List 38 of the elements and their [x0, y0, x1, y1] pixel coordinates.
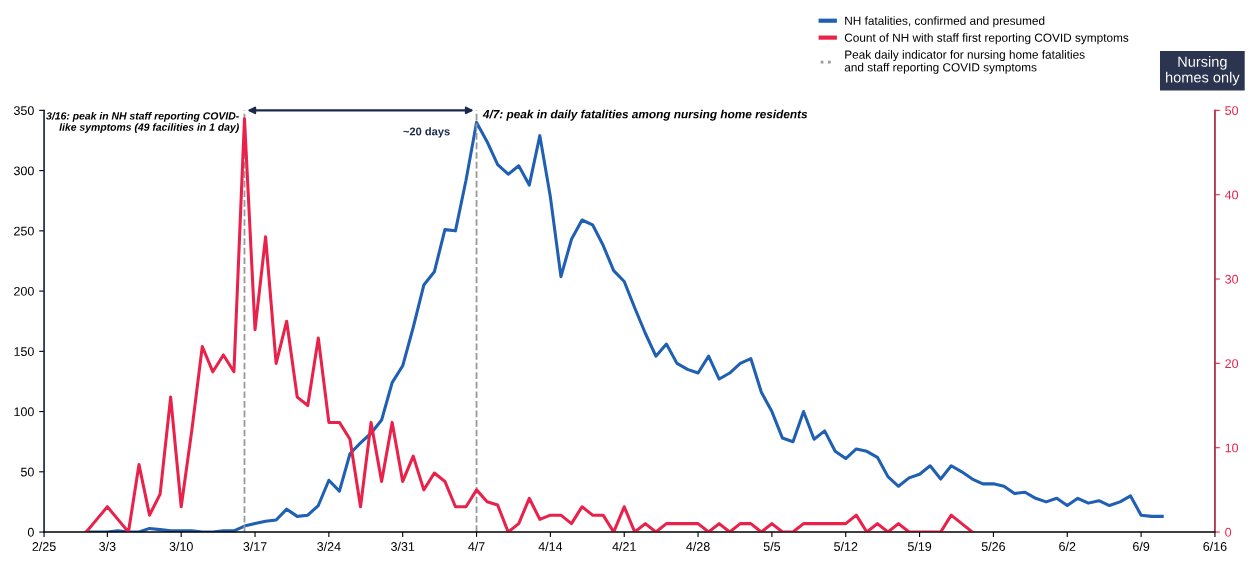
y-tick-label: 50: [20, 467, 34, 477]
annotation: 3/16: peak in NH staff reporting COVID- like symptoms (49 facilities in 1 day): [46, 111, 239, 133]
x-tick-label: 5/5: [763, 541, 781, 551]
legend-label: NH fatalities, confirmed and presumed: [845, 16, 1045, 28]
y-tick-label: 350: [13, 106, 34, 116]
y2-tick-label: 10: [1225, 443, 1239, 453]
y-tick-label: 0: [27, 527, 34, 537]
y-tick-label: 200: [14, 286, 34, 296]
x-tick-label: 4/21: [612, 541, 636, 551]
x-tick-label: 3/3: [99, 541, 116, 551]
legend-label: Peak daily indicator for nursing home fatalities and staff reporting COVID symptoms: [844, 50, 1085, 74]
annotation: ~20 days: [403, 127, 450, 138]
legend-label: Count of NH with staff first reporting COVID symptoms: [844, 33, 1129, 45]
y2-tick-label: 40: [1224, 190, 1239, 200]
x-tick-label: 4/28: [686, 541, 710, 551]
y2-tick-label: 30: [1225, 274, 1239, 284]
x-tick-label: 5/26: [981, 541, 1006, 551]
y2-tick-label: 50: [1225, 106, 1239, 116]
x-tick-label: 3/24: [317, 541, 341, 551]
x-tick-label: 5/19: [907, 541, 932, 551]
x-tick-label: 3/17: [243, 541, 267, 551]
y2-tick-label: 20: [1225, 359, 1239, 369]
x-tick-label: 3/31: [391, 541, 415, 551]
y-tick-label: 300: [13, 166, 34, 176]
y2-tick-label: 0: [1225, 527, 1232, 537]
x-tick-label: 3/10: [169, 541, 193, 551]
annotation: 4/7: peak in daily fatalities among nursing home residents: [482, 109, 808, 121]
y-tick-label: 100: [14, 407, 34, 417]
y-tick-label: 150: [14, 347, 34, 356]
x-tick-label: 4/7: [468, 541, 485, 551]
x-tick-label: 5/12: [834, 541, 858, 551]
x-tick-label: 4/14: [538, 541, 563, 551]
x-tick-label: 6/2: [1059, 541, 1076, 551]
x-tick-label: 2/25: [32, 541, 56, 551]
x-tick-label: 6/9: [1133, 541, 1150, 551]
text: Nursing homes only: [1166, 56, 1240, 86]
y-tick-label: 250: [14, 226, 34, 236]
x-tick-label: 6/16: [1203, 541, 1227, 551]
